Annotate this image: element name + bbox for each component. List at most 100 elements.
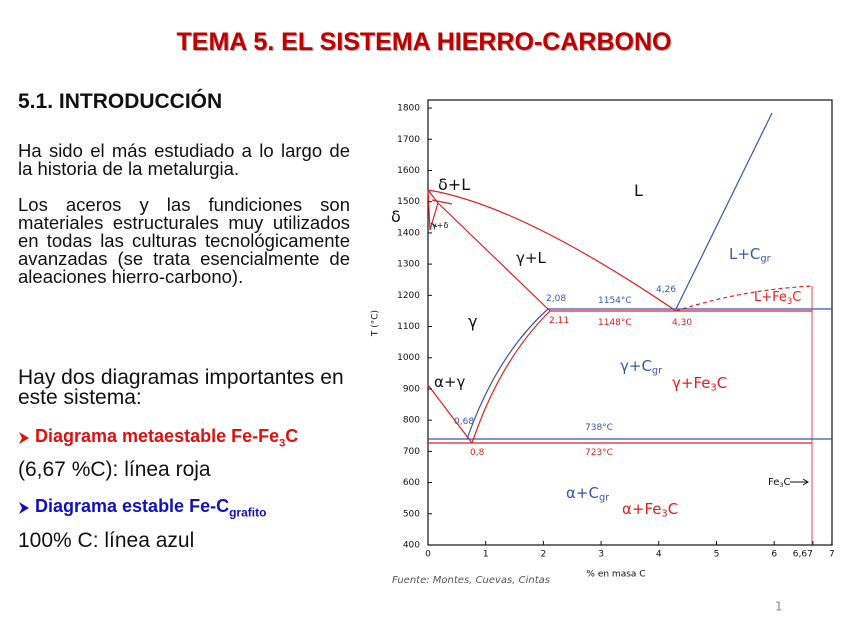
plot-frame: [427, 99, 833, 546]
y-tick-label: 1500: [397, 197, 420, 207]
x-tick-label: 6,67: [793, 550, 813, 560]
solidus: [437, 202, 551, 312]
x-tick-label: 7: [829, 550, 835, 560]
region-label-text: α+γ: [434, 373, 465, 391]
region-label-text: δ: [391, 207, 401, 226]
x-tick-label: 2: [541, 550, 547, 560]
region-label: γ+Cgr: [620, 357, 663, 377]
x-axis-label: % en masa C: [586, 570, 645, 580]
item-sub: grafito: [229, 505, 267, 520]
y-tick-label: 1600: [397, 166, 420, 176]
region-label-text: L+C: [729, 245, 760, 263]
region-label: γ+δ: [432, 221, 448, 230]
leader: [430, 222, 438, 228]
x-tick-label: 5: [714, 550, 720, 560]
region-label-text: γ+L: [516, 249, 546, 267]
point-label-text: 2,08: [546, 294, 566, 304]
point-label: 2,08: [546, 294, 566, 304]
region-label-text: C: [668, 500, 678, 518]
region-label: Fe3C: [768, 477, 791, 489]
region-label-sub: 3: [787, 295, 792, 305]
x-tick-label: 4: [656, 550, 662, 560]
bullet-icon: [19, 501, 29, 514]
region-label-text: C: [717, 374, 727, 392]
y-axis-label: T (°C): [371, 310, 381, 337]
region-label: L+Cgr: [729, 245, 772, 265]
point-label: 1148°C: [598, 318, 632, 328]
region-label-text: C: [784, 477, 791, 488]
bullet-text: Diagrama metaestable Fe-Fe3C: [35, 426, 298, 450]
blue-lines: [428, 112, 832, 440]
region-label: α+Fe3C: [622, 500, 678, 520]
bullet-text: Diagrama estable Fe-Cgrafito: [35, 496, 266, 520]
region-label: δ: [391, 207, 401, 226]
y-tick-label: 1800: [397, 104, 420, 114]
region-label-text: γ: [468, 312, 477, 331]
liquidus: [427, 189, 677, 312]
x-tick-label: 1: [483, 550, 489, 560]
y-tick-label: 600: [403, 478, 420, 488]
point-label-text: 4,30: [672, 318, 692, 328]
intro-text: Hay dos diagramas importantes en este si…: [18, 366, 344, 409]
y-tick-label: 400: [403, 541, 420, 551]
bullet-item: Diagrama metaestable Fe-Fe3C: [18, 426, 298, 450]
region-label-text: δ+L: [438, 175, 470, 194]
region-label-text: L: [634, 181, 643, 200]
page-number: 1: [775, 600, 783, 614]
region-label: α+γ: [434, 373, 465, 391]
region-label-text: C: [792, 290, 801, 305]
point-label-text: 0,8: [470, 448, 485, 458]
point-label-text: 723°C: [585, 448, 613, 458]
note-text: (6,67 %C): línea roja: [18, 458, 211, 481]
region-label-text: γ+Fe: [672, 374, 710, 392]
region-label: δ+L: [438, 175, 470, 194]
region-label-sub: gr: [599, 493, 610, 504]
item-sub: 3: [279, 437, 286, 450]
y-tick-label: 1100: [397, 322, 420, 332]
red-lines: [427, 189, 813, 545]
y-tick-label: 900: [403, 384, 420, 394]
point-label-text: 738°C: [585, 423, 613, 433]
point-label: 738°C: [585, 423, 613, 433]
region-label: γ: [468, 312, 477, 331]
acm-line: [471, 310, 551, 444]
point-label: 723°C: [585, 448, 613, 458]
point-label: 4,30: [672, 318, 692, 328]
region-label: α+Cgr: [566, 484, 610, 504]
bullet-icon: [19, 431, 29, 444]
section-heading: 5.1. INTRODUCCIÓN: [18, 90, 223, 113]
region-label-sub: 3: [710, 383, 716, 394]
a3-line: [427, 384, 473, 444]
region-label-sub: 3: [662, 509, 668, 520]
x-tick-label: 3: [598, 550, 604, 560]
point-label-text: 1154°C: [598, 296, 632, 306]
y-tick-label: 1200: [397, 291, 420, 301]
y-tick-label: 1400: [397, 228, 420, 238]
arrow: [790, 478, 809, 486]
region-label-sub: gr: [652, 366, 663, 377]
point-label: 0,68: [454, 417, 474, 427]
region-label: L: [634, 181, 643, 200]
source: Fuente: Montes, Cuevas, Cintas: [392, 575, 550, 586]
point-label-text: 1148°C: [598, 318, 632, 328]
note-text: 100% C: línea azul: [18, 529, 195, 552]
region-label: γ+L: [516, 249, 546, 267]
y-tick-label: 700: [403, 447, 420, 457]
region-label-text: α+C: [566, 484, 599, 502]
region-label-text: Fe: [768, 477, 779, 488]
region-label-sub: gr: [760, 254, 771, 265]
region-label-sub: 3: [779, 481, 783, 489]
region-label: L+Fe3C: [754, 290, 801, 306]
y-tick-label: 1300: [397, 260, 420, 270]
y-tick-label: 1700: [397, 135, 420, 145]
slide-title: TEMA 5. EL SISTEMA HIERRO-CARBONO: [176, 28, 672, 56]
item-text: C: [285, 426, 299, 446]
bullet-item: Diagrama estable Fe-Cgrafito: [18, 496, 266, 520]
y-tick-label: 800: [403, 416, 420, 426]
item-text: Diagrama metaestable Fe-Fe: [35, 426, 280, 446]
region-label-text: γ+C: [620, 357, 652, 375]
y-tick-label: 500: [403, 509, 420, 519]
x-tick-label: 0: [425, 550, 431, 560]
